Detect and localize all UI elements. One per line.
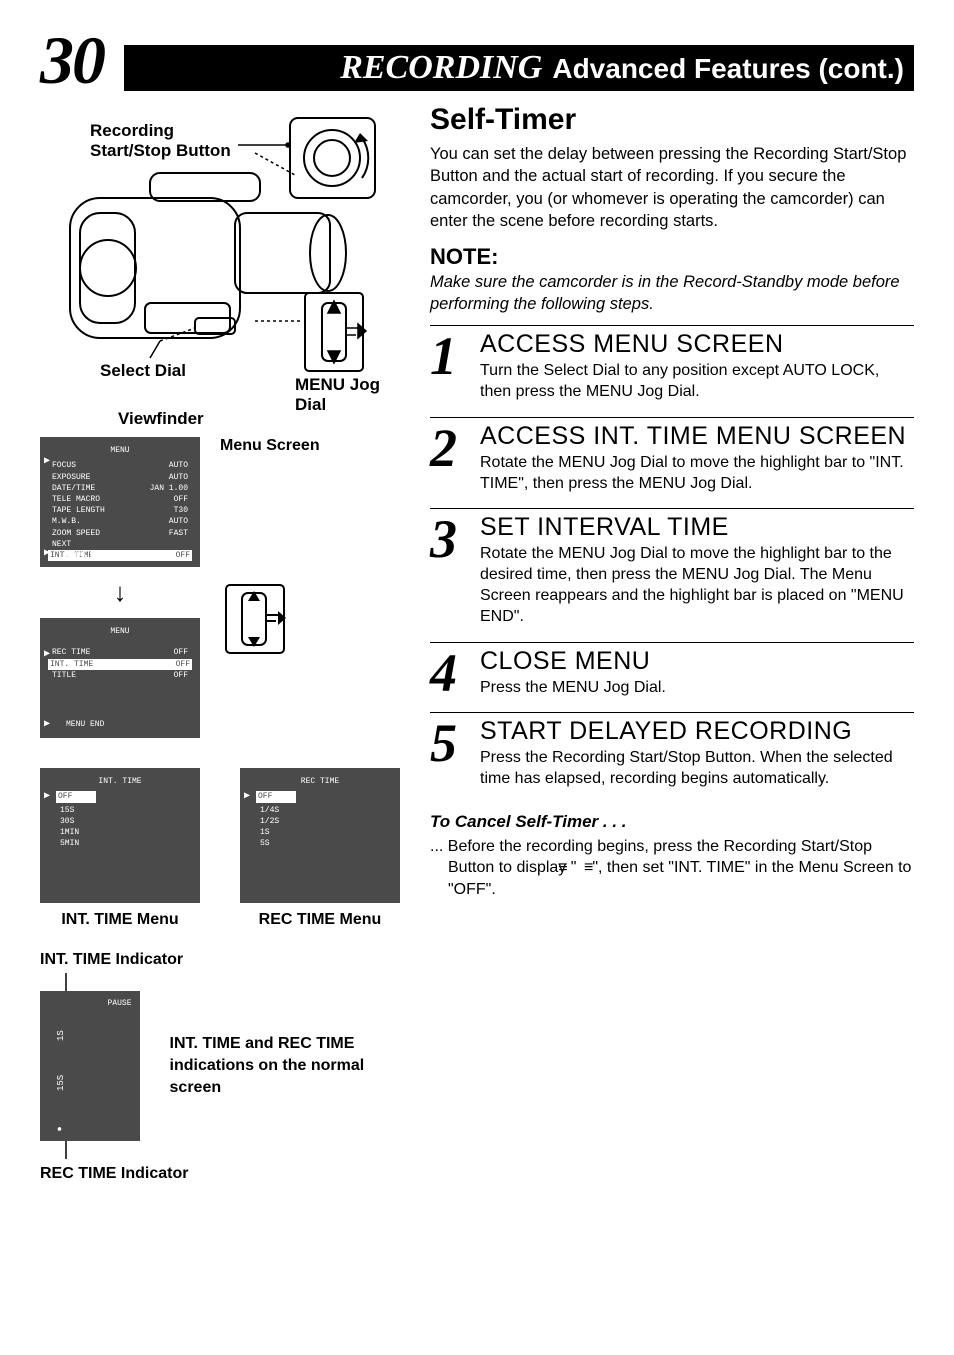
- s1-hl-val: OFF: [176, 550, 190, 561]
- note-heading: NOTE:: [430, 244, 914, 270]
- step-4-title: CLOSE MENU: [480, 647, 914, 676]
- screen1-title: MENU: [48, 445, 192, 456]
- section-title: Self-Timer: [430, 103, 914, 137]
- rec-time-screen: REC TIME OFF 1/4S 1/2S 1S 5S ▶: [240, 768, 400, 903]
- intro-text: You can set the delay between pressing t…: [430, 143, 914, 232]
- step-4: 4 CLOSE MENU Press the MENU Jog Dial.: [430, 642, 914, 713]
- step-2-num: 2: [430, 424, 470, 495]
- pause-icon: ≡ ≡: [576, 857, 592, 879]
- step-5-num: 5: [430, 719, 470, 790]
- int-indicator-label: INT. TIME Indicator: [40, 951, 400, 969]
- ind-bot-val: 15S: [56, 1075, 66, 1091]
- title-subtitle: Advanced Features (cont.): [552, 53, 904, 85]
- title-recording: RECORDING: [340, 49, 542, 87]
- menu-screen-1: ▶ ▶ MENU FOCUSAUTO EXPOSUREAUTO DATE/TIM…: [40, 437, 200, 567]
- indicator-screen: 1S 15S PAUSE ⏺: [40, 991, 140, 1141]
- page-number: 30: [40, 30, 104, 91]
- rec-caption: REC TIME Menu: [259, 911, 382, 929]
- cancel-body: ... Before the recording begins, press t…: [430, 836, 914, 901]
- step-1-title: ACCESS MENU SCREEN: [480, 330, 914, 359]
- ind-pause: PAUSE: [108, 999, 132, 1008]
- step-1: 1 ACCESS MENU SCREEN Turn the Select Dia…: [430, 325, 914, 417]
- jog-dial-icon: [220, 579, 290, 659]
- step-2-text: Rotate the MENU Jog Dial to move the hig…: [480, 453, 914, 495]
- camcorder-icon: [40, 103, 400, 393]
- step-4-text: Press the MENU Jog Dial.: [480, 678, 914, 699]
- menu-screen-label: Menu Screen: [220, 437, 320, 455]
- down-arrow-icon: ↓: [40, 577, 200, 608]
- step-2-title: ACCESS INT. TIME MENU SCREEN: [480, 422, 914, 451]
- ind-top-val: 1S: [56, 1030, 66, 1041]
- step-2: 2 ACCESS INT. TIME MENU SCREEN Rotate th…: [430, 417, 914, 509]
- step-1-num: 1: [430, 332, 470, 403]
- step-3: 3 SET INTERVAL TIME Rotate the MENU Jog …: [430, 508, 914, 641]
- camcorder-diagram: Recording Start/Stop Button Select Dial …: [40, 103, 400, 403]
- note-body: Make sure the camcorder is in the Record…: [430, 272, 914, 315]
- step-1-text: Turn the Select Dial to any position exc…: [480, 361, 914, 403]
- step-4-num: 4: [430, 649, 470, 699]
- pointer-line-icon: [60, 973, 72, 991]
- int-title: INT. TIME: [48, 776, 192, 787]
- step-3-text: Rotate the MENU Jog Dial to move the hig…: [480, 544, 914, 627]
- cancel-heading: To Cancel Self-Timer . . .: [430, 812, 914, 832]
- pointer-line-icon-2: [60, 1141, 72, 1159]
- page-header: 30 RECORDING Advanced Features (cont.): [40, 30, 914, 91]
- s1-end: MENU END: [54, 550, 104, 561]
- step-3-num: 3: [430, 515, 470, 627]
- rec-indicator-label: REC TIME Indicator: [40, 1165, 400, 1183]
- rec-title: REC TIME: [248, 776, 392, 787]
- int-caption: INT. TIME Menu: [61, 911, 178, 929]
- menu-screen-2: ▶ ▶ MENU REC TIMEOFF INT. TIMEOFF TITLEO…: [40, 618, 200, 738]
- screen2-title: MENU: [48, 626, 192, 637]
- step-5-text: Press the Recording Start/Stop Button. W…: [480, 748, 914, 790]
- title-bar: RECORDING Advanced Features (cont.): [124, 45, 914, 91]
- indicator-side-label: INT. TIME and REC TIME indications on th…: [170, 1033, 400, 1100]
- step-3-title: SET INTERVAL TIME: [480, 513, 914, 542]
- int-time-screen: INT. TIME OFF 15S 30S 1MIN 5MIN ▶: [40, 768, 200, 903]
- step-5-title: START DELAYED RECORDING: [480, 717, 914, 746]
- step-5: 5 START DELAYED RECORDING Press the Reco…: [430, 712, 914, 804]
- s2-end: MENU END: [54, 719, 104, 730]
